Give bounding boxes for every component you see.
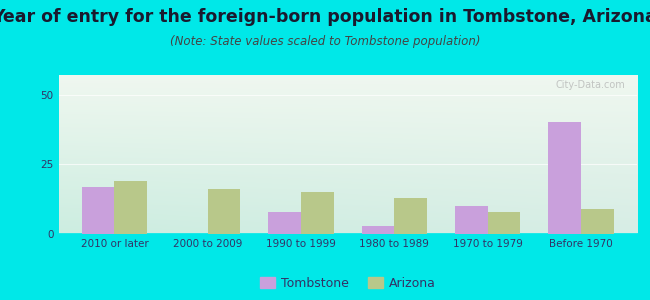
Legend: Tombstone, Arizona: Tombstone, Arizona: [255, 272, 441, 295]
Bar: [581, 209, 614, 234]
Bar: [268, 212, 301, 234]
Bar: [362, 226, 395, 234]
Text: City-Data.com: City-Data.com: [556, 80, 625, 90]
Text: Year of entry for the foreign-born population in Tombstone, Arizona: Year of entry for the foreign-born popul…: [0, 8, 650, 26]
Bar: [395, 198, 427, 234]
Bar: [301, 192, 333, 234]
Text: (Note: State values scaled to Tombstone population): (Note: State values scaled to Tombstone …: [170, 34, 480, 47]
Bar: [208, 189, 240, 234]
Bar: [114, 181, 147, 234]
Bar: [488, 212, 521, 234]
Bar: [549, 122, 581, 234]
Bar: [82, 187, 114, 234]
Bar: [455, 206, 488, 234]
